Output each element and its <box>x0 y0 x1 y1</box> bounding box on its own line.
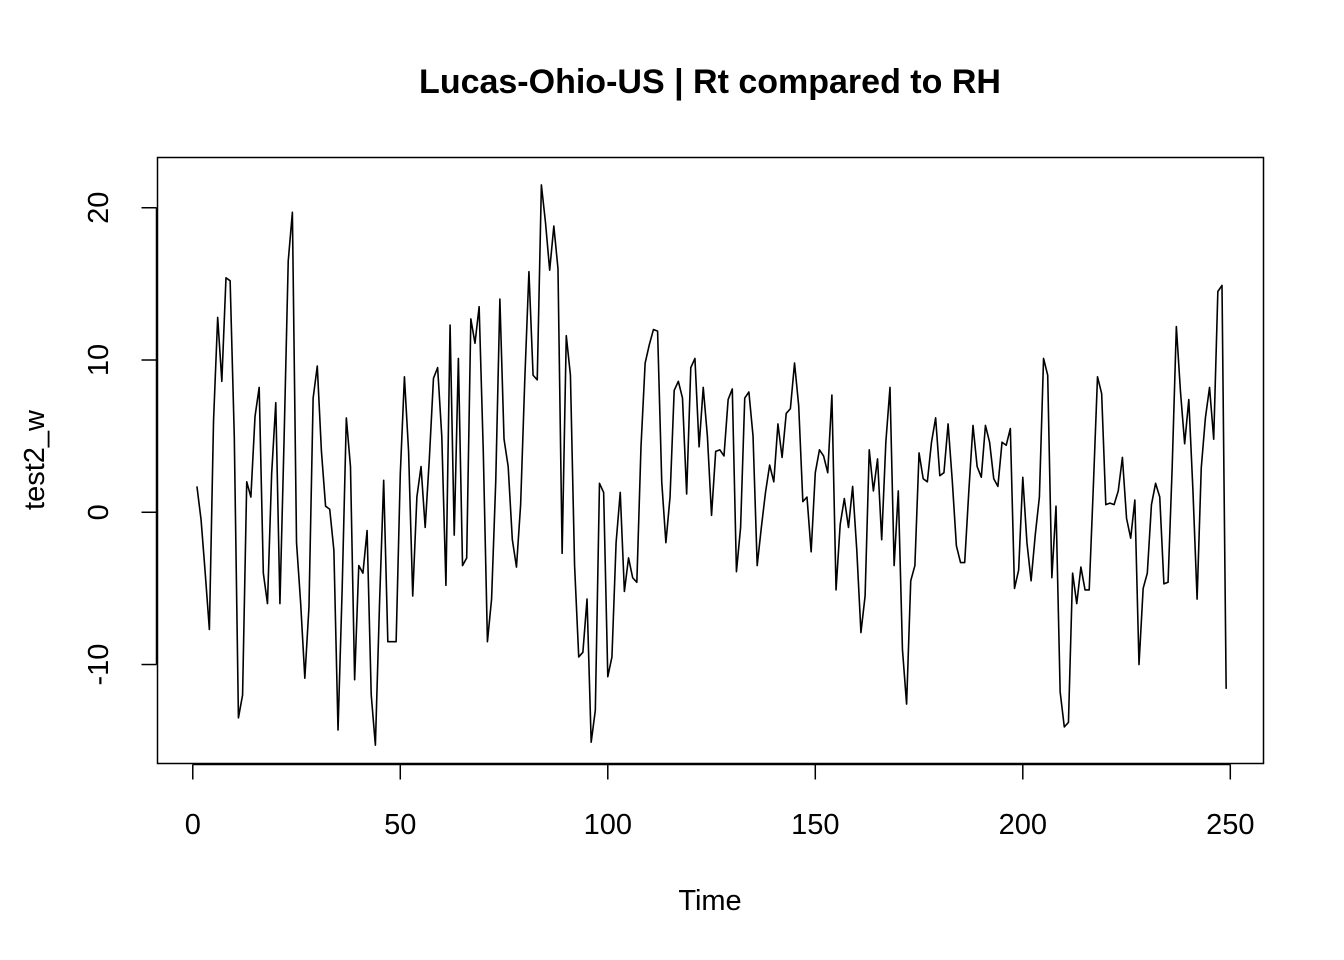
y-axis-title: test2_w <box>19 409 51 510</box>
x-tick-label: 150 <box>791 809 839 841</box>
x-axis-title: Time <box>678 885 741 917</box>
chart-title: Lucas-Ohio-US | Rt compared to RH <box>419 63 1001 101</box>
y-tick-label: 20 <box>83 192 115 224</box>
x-tick-label: 100 <box>584 809 632 841</box>
x-tick-label: 200 <box>999 809 1047 841</box>
x-tick-label: 0 <box>185 809 201 841</box>
y-axis: -10 0 10 20 <box>83 192 158 686</box>
plot-frame <box>156 156 1265 765</box>
series-layer <box>196 184 1227 747</box>
y-tick-label: 10 <box>83 344 115 376</box>
x-tick-label: 50 <box>384 809 416 841</box>
series-line-0 <box>196 184 1227 747</box>
y-tick-label: -10 <box>83 644 115 686</box>
x-axis: 0 50 100 150 200 250 <box>185 763 1254 841</box>
y-tick-label: 0 <box>83 504 115 520</box>
x-tick-label: 250 <box>1206 809 1254 841</box>
